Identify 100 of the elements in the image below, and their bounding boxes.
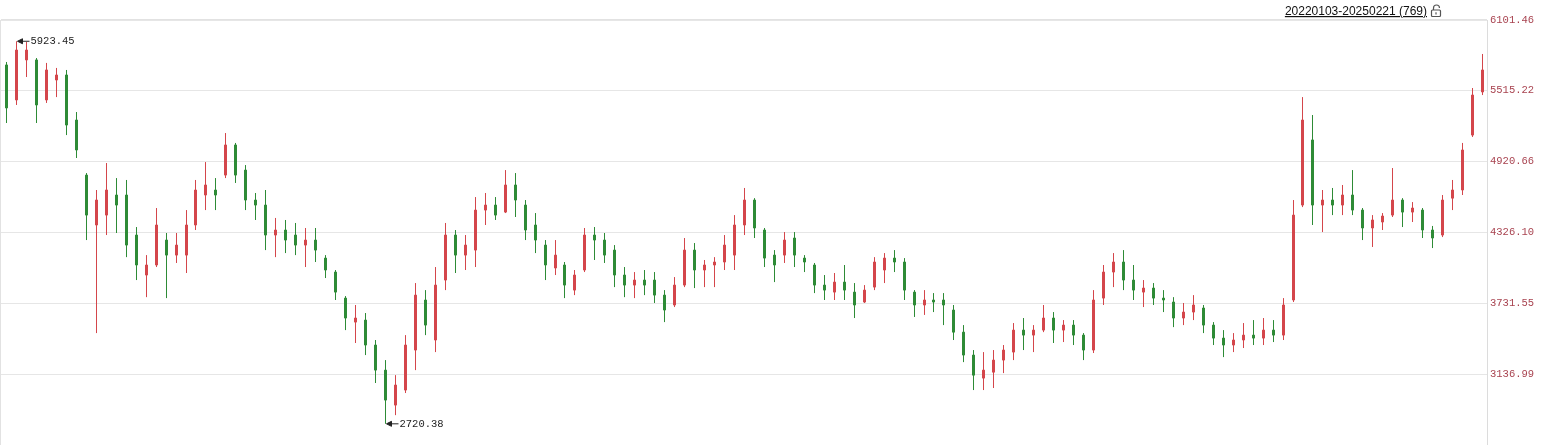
candlestick <box>573 269 576 296</box>
candlestick <box>1391 167 1394 218</box>
candlestick <box>1301 96 1304 208</box>
candlestick <box>264 189 267 251</box>
candlestick <box>1172 296 1175 328</box>
candlestick <box>394 374 397 416</box>
candlestick <box>364 312 367 356</box>
candlestick <box>1431 225 1434 249</box>
candlestick <box>613 244 616 288</box>
candlestick <box>1471 87 1474 138</box>
candlestick <box>1331 187 1334 216</box>
y-tick-label: 3136.99 <box>1490 368 1535 381</box>
candlestick <box>803 254 806 273</box>
candlestick <box>1062 319 1065 343</box>
candlestick <box>623 266 626 298</box>
candlestick <box>185 209 188 274</box>
candlestick <box>593 226 596 261</box>
candlestick <box>434 266 437 353</box>
candlestick <box>45 62 48 104</box>
candlestick <box>1441 194 1444 238</box>
candlestick <box>484 192 487 226</box>
candlestick <box>55 67 58 98</box>
candlestick <box>115 177 118 234</box>
candlestick <box>544 239 547 281</box>
candlestick <box>1411 201 1414 223</box>
candlestick <box>165 232 168 299</box>
candlestick <box>563 261 566 299</box>
candlestick <box>1202 304 1205 334</box>
candlestick <box>1282 297 1285 341</box>
candlestick <box>454 229 457 274</box>
candlestick <box>972 349 975 391</box>
candlestick <box>534 212 537 254</box>
candlestick <box>424 289 427 336</box>
candlestick <box>1321 189 1324 233</box>
candlestick <box>5 61 8 124</box>
candlestick <box>883 252 886 284</box>
candlestick <box>932 292 935 313</box>
candlestick <box>75 111 78 159</box>
candlestick <box>1192 294 1195 321</box>
candlestick <box>1401 197 1404 228</box>
candlestick <box>1351 169 1354 216</box>
candlestick <box>893 249 896 273</box>
candlestick <box>65 69 68 136</box>
candlestick <box>693 242 696 289</box>
candlestick <box>1311 114 1314 226</box>
candlestick <box>155 207 158 268</box>
candlestick <box>1162 289 1165 313</box>
candlestick <box>1002 344 1005 374</box>
candlestick <box>474 196 477 268</box>
candlestick <box>35 57 38 124</box>
candlestick <box>284 219 287 254</box>
candlestick <box>1381 212 1384 231</box>
candlestick <box>244 164 247 211</box>
candlestick <box>214 177 217 211</box>
candlestick <box>1341 184 1344 216</box>
candlestick <box>913 289 916 318</box>
candlestick <box>703 259 706 288</box>
candlestick <box>324 254 327 279</box>
candlestick <box>175 232 178 264</box>
candlestick <box>224 132 227 179</box>
candlestick <box>1222 329 1225 358</box>
y-tick-label: 6101.46 <box>1490 14 1535 26</box>
candlestick <box>494 196 497 221</box>
candlestick <box>274 217 277 258</box>
candlestick <box>1112 252 1115 288</box>
candlestick <box>1052 311 1055 344</box>
candlestick <box>1262 317 1265 346</box>
candlestick <box>145 254 148 298</box>
candlestick <box>583 227 586 273</box>
candlestick <box>1232 332 1235 353</box>
candlestick <box>1421 207 1424 239</box>
candlestick <box>344 295 347 331</box>
candlestick <box>773 249 776 283</box>
candlestick <box>25 41 28 78</box>
candlestick <box>414 282 417 371</box>
candlestick <box>833 272 836 301</box>
candlestick <box>194 179 197 231</box>
candlestick <box>723 234 726 271</box>
candlestick <box>1451 179 1454 211</box>
candlestick <box>95 189 98 334</box>
y-tick-label: 3731.55 <box>1490 297 1535 310</box>
candlestick <box>673 276 676 308</box>
y-tick-label: 4920.66 <box>1490 155 1535 168</box>
candlestick <box>643 269 646 296</box>
candlestick <box>982 351 985 391</box>
candlestick <box>125 179 128 258</box>
candlestick <box>1242 322 1245 349</box>
candlestick <box>853 282 856 319</box>
candlestick <box>1012 322 1015 361</box>
candlestick <box>733 214 736 271</box>
candlestick <box>923 289 926 316</box>
candlestick <box>85 172 88 241</box>
candlestick <box>903 257 906 301</box>
candlestick <box>1132 264 1135 301</box>
candlestick <box>1102 264 1105 306</box>
candlestick <box>1272 319 1275 343</box>
candlestick <box>1481 53 1484 96</box>
candlestick <box>1092 289 1095 354</box>
candlestick <box>1072 319 1075 346</box>
candlestick <box>504 169 507 214</box>
